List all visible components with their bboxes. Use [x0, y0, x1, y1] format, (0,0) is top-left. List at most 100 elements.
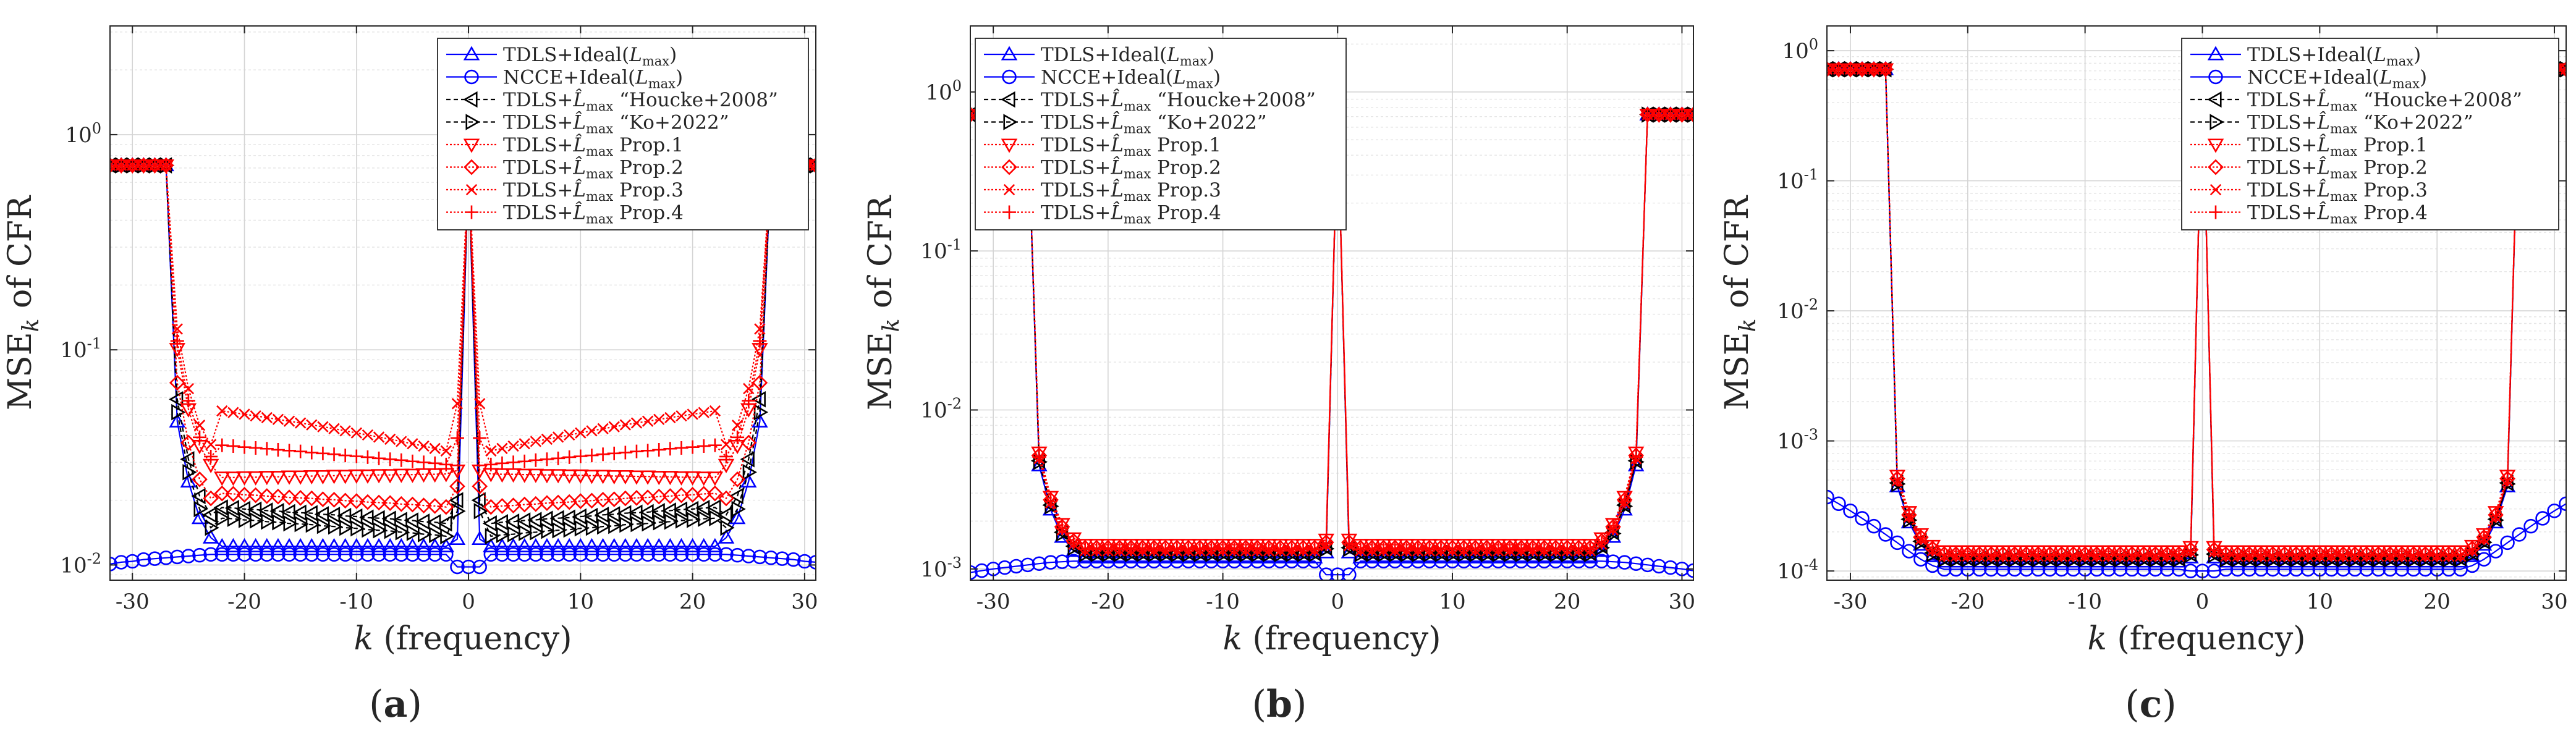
data-point — [1514, 542, 1528, 556]
legend-marker — [1002, 69, 1017, 85]
data-point — [698, 407, 710, 418]
legend-marker — [2210, 114, 2224, 130]
data-point — [158, 159, 174, 174]
data-point — [1145, 539, 1163, 554]
data-point — [1205, 542, 1218, 556]
data-point — [483, 538, 499, 552]
data-point — [1020, 557, 1035, 573]
data-point — [1237, 539, 1254, 554]
legend-label: TDLS+L̂max “Ko+2022” — [503, 111, 729, 137]
data-point — [2440, 545, 2457, 560]
data-point — [214, 547, 230, 562]
legend-label: NCCE+Ideal(Lmax) — [1041, 67, 1221, 91]
data-point — [180, 451, 195, 468]
data-point — [2053, 545, 2070, 560]
data-point — [1042, 491, 1059, 505]
data-point — [202, 529, 219, 544]
data-point — [719, 547, 734, 562]
data-point — [214, 471, 231, 486]
data-point — [1687, 109, 1693, 120]
data-point — [516, 496, 533, 513]
data-point — [1570, 539, 1587, 554]
data-point — [236, 471, 253, 486]
data-point — [170, 549, 185, 565]
x-tick-label: 20 — [679, 589, 706, 614]
data-point — [381, 538, 399, 552]
data-point — [629, 444, 643, 458]
data-point — [1868, 63, 1880, 75]
data-point — [1830, 63, 1847, 78]
data-point — [349, 449, 363, 463]
data-point — [170, 334, 184, 348]
data-point — [1043, 555, 1058, 570]
data-point — [382, 495, 399, 512]
data-point — [2405, 545, 2422, 560]
data-point — [742, 394, 756, 408]
legend-label: TDLS+L̂max “Ko+2022” — [1041, 111, 1267, 137]
legend-marker — [463, 91, 478, 108]
data-point — [2218, 545, 2234, 560]
data-point — [673, 487, 690, 504]
data-point — [752, 343, 768, 358]
data-point — [315, 538, 331, 552]
data-point — [1606, 554, 1621, 569]
data-point — [305, 516, 320, 533]
data-point — [169, 343, 186, 358]
data-point — [1559, 539, 1575, 554]
data-point — [326, 547, 342, 562]
data-point — [1101, 542, 1115, 556]
data-point — [583, 470, 600, 484]
data-point — [110, 159, 119, 174]
data-point — [383, 452, 397, 466]
y-tick-label: 10-2 — [1777, 296, 1818, 324]
data-point — [1827, 64, 1836, 74]
data-point — [205, 519, 219, 536]
data-point — [306, 419, 318, 431]
data-point — [729, 487, 744, 505]
data-point — [171, 403, 186, 421]
data-point — [684, 538, 701, 552]
data-point — [1604, 518, 1622, 533]
data-point — [2276, 545, 2293, 560]
data-point — [337, 492, 354, 509]
data-point — [418, 440, 430, 452]
data-point — [561, 469, 578, 484]
data-point — [381, 469, 399, 484]
data-point — [753, 403, 768, 421]
data-point — [281, 538, 298, 552]
data-point — [528, 453, 543, 467]
y-tick-label: 100 — [65, 120, 101, 148]
data-point — [561, 494, 578, 510]
data-point — [608, 421, 620, 433]
data-point — [373, 431, 385, 443]
legend: TDLS+Ideal(Lmax)NCCE+Ideal(Lmax)TDLS+L̂m… — [437, 38, 809, 230]
data-point — [394, 453, 409, 467]
legend: TDLS+Ideal(Lmax)NCCE+Ideal(Lmax)TDLS+L̂m… — [975, 38, 1347, 230]
data-point — [406, 525, 422, 541]
data-point — [474, 398, 486, 410]
data-point — [516, 468, 533, 483]
data-point — [1639, 108, 1656, 124]
data-point — [617, 470, 634, 485]
data-point — [250, 512, 265, 529]
data-point — [1249, 539, 1266, 554]
data-point — [1192, 539, 1208, 554]
data-point — [294, 444, 308, 458]
legend-label: TDLS+Ideal(Lmax) — [503, 44, 677, 69]
data-point — [663, 442, 677, 456]
data-point — [619, 516, 634, 533]
data-point — [810, 159, 816, 171]
legend-label: TDLS+L̂max Prop.3 — [1041, 178, 1221, 204]
data-point — [236, 538, 253, 552]
data-point — [494, 468, 511, 483]
data-point — [2523, 518, 2538, 534]
data-point — [393, 538, 410, 552]
data-point — [1629, 556, 1643, 571]
data-point — [171, 323, 183, 335]
data-point — [348, 493, 365, 509]
data-point — [1261, 542, 1276, 556]
data-point — [337, 470, 354, 484]
data-point — [1467, 539, 1484, 554]
data-point — [1411, 542, 1425, 556]
data-point — [349, 547, 364, 562]
